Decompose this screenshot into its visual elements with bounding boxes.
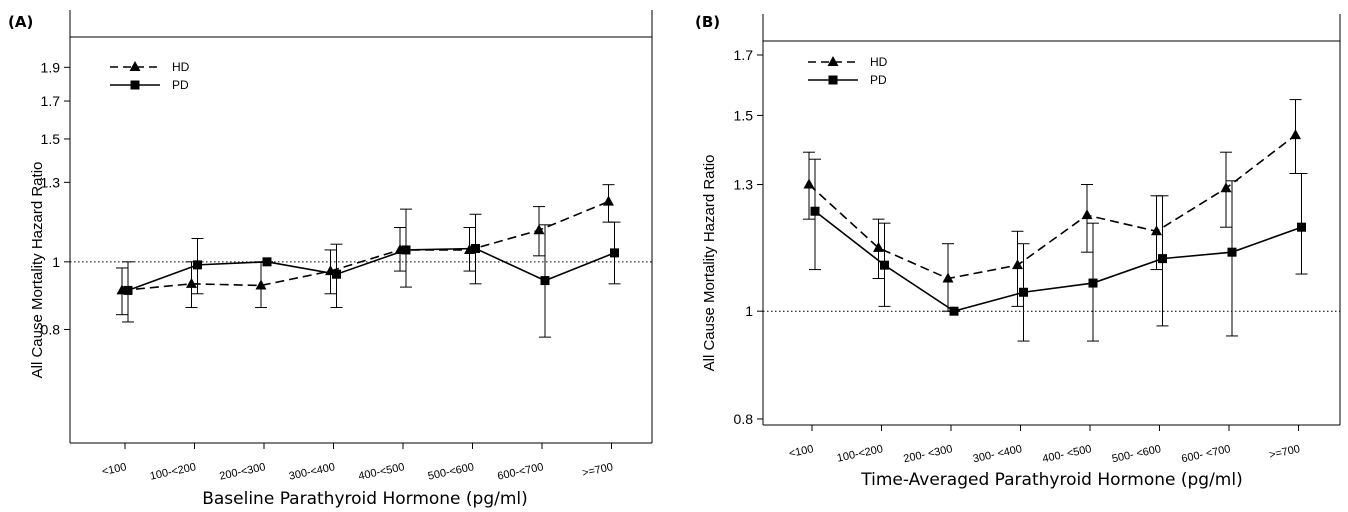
legend-label-hd: HD	[172, 60, 190, 74]
data-point-triangle	[186, 277, 197, 288]
y-tick-label: 1.5	[734, 107, 754, 123]
data-point-triangle	[1081, 209, 1093, 220]
x-tick-label: 400- <500	[1041, 443, 1092, 465]
legend-label-hd: HD	[870, 55, 888, 69]
x-tick-label: 300- <400	[972, 443, 1023, 465]
y-tick-label: 1.7	[734, 47, 754, 63]
data-point-square	[880, 260, 889, 270]
data-point-square	[1088, 278, 1098, 288]
data-point-square	[810, 206, 820, 216]
legend-marker-triangle	[129, 61, 141, 71]
x-tick-label: >=700	[581, 461, 614, 479]
y-tick-label: 0.8	[41, 321, 61, 337]
chart-panel-a: (A) 0.8 1 1.3 1.5 1.7 1.9 <100 100-<200 200-<300 3…	[8, 10, 653, 509]
data-point-triangle	[1012, 259, 1023, 270]
y-tick-label: 0.8	[734, 411, 754, 427]
y-tick-label: 1	[745, 303, 753, 319]
series-hd	[803, 99, 1302, 312]
x-tick-label: 200- <300	[902, 443, 953, 465]
x-tick-label: <100	[101, 461, 128, 478]
series-line-pd	[127, 247, 615, 292]
data-point-square	[123, 285, 133, 295]
x-axis-label: Time-Averaged Parathyroid Hormone (pg/ml…	[860, 470, 1242, 490]
data-point-triangle	[803, 178, 815, 189]
y-tick-label: 1.9	[41, 59, 61, 75]
data-point-triangle	[942, 272, 954, 283]
y-tick-label: 1.3	[734, 177, 754, 193]
x-tick-label: 500-<600	[427, 461, 475, 482]
data-point-square	[540, 276, 550, 286]
series-line-pd	[814, 210, 1302, 313]
y-tick-label: 1.7	[41, 93, 61, 109]
data-point-triangle	[1290, 129, 1301, 140]
x-tick-label: 200-<300	[218, 461, 266, 482]
series-hd	[116, 184, 615, 316]
data-point-square	[1297, 222, 1306, 232]
data-point-triangle	[1220, 182, 1232, 193]
x-tick-label: 600-<700	[496, 461, 544, 482]
x-tick-label: 400-<500	[357, 461, 405, 482]
x-tick-label: <100	[788, 443, 815, 460]
x-tick-label: 100-<200	[149, 461, 197, 482]
legend-label-pd: PD	[172, 78, 189, 92]
data-point-square	[401, 245, 411, 255]
data-point-triangle	[255, 279, 267, 290]
y-tick-label: 1.5	[41, 131, 61, 147]
panel-label: (A)	[8, 13, 33, 31]
legend-marker-square	[828, 75, 838, 85]
legend-label-pd: PD	[870, 73, 887, 87]
y-axis-label: All Cause Mortality Hazard Ratio	[29, 162, 46, 379]
legend-marker-square	[130, 80, 140, 90]
series-line-hd	[808, 134, 1296, 280]
panel-label: (B)	[695, 13, 720, 31]
legend-marker-triangle	[827, 56, 839, 66]
data-point-triangle	[533, 224, 545, 235]
x-tick-label: 300-<400	[288, 461, 336, 482]
data-point-triangle	[873, 241, 884, 252]
chart-panel-b: (B) 0.8 1 1.3 1.5 1.7 <100 100-<200 200- <300 300…	[695, 13, 1341, 490]
y-tick-label: 1	[52, 254, 60, 270]
series-pd	[122, 208, 621, 338]
series-line-hd	[121, 200, 609, 292]
x-tick-label: >=700	[1268, 443, 1301, 461]
x-tick-label: 500- <600	[1111, 443, 1162, 465]
x-tick-label: 100-<200	[836, 443, 884, 464]
data-point-square	[262, 257, 272, 267]
data-point-square	[193, 260, 202, 270]
y-tick-label: 1.3	[41, 174, 61, 190]
x-axis-label: Baseline Parathyroid Hormone (pg/ml)	[202, 489, 528, 509]
y-axis-label: All Cause Mortality Hazard Ratio	[701, 155, 718, 372]
x-tick-label: 600- <700	[1180, 443, 1231, 465]
data-point-triangle	[1151, 225, 1162, 236]
data-point-triangle	[603, 195, 614, 206]
legend: HD PD	[808, 55, 888, 87]
data-point-square	[332, 269, 341, 279]
data-point-square	[1227, 247, 1237, 257]
legend: HD PD	[110, 60, 190, 92]
series-pd	[809, 158, 1308, 342]
data-point-square	[1019, 287, 1028, 297]
data-point-square	[610, 248, 619, 258]
data-point-square	[471, 243, 480, 253]
data-point-square	[949, 306, 959, 316]
data-point-square	[1158, 254, 1167, 264]
